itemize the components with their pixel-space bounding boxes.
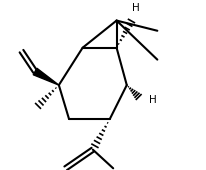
Polygon shape — [33, 68, 59, 85]
Text: H: H — [132, 3, 140, 13]
Text: H: H — [149, 95, 156, 105]
